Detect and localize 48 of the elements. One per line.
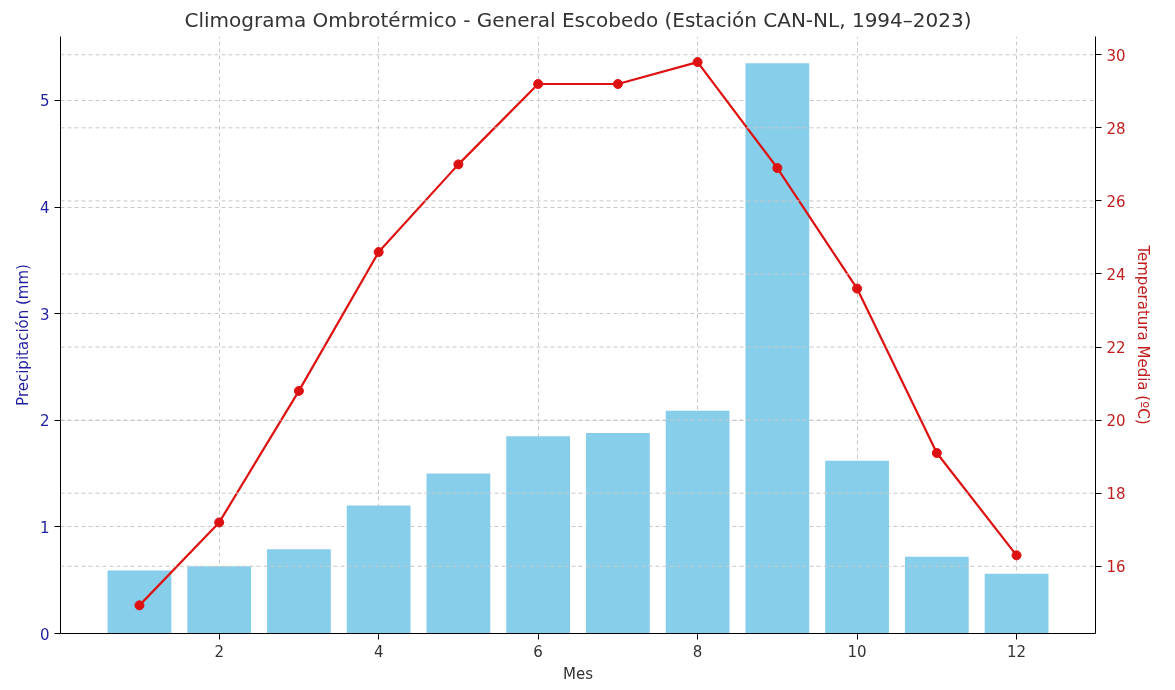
point: [931, 448, 942, 458]
bar: [585, 433, 650, 634]
point: [1011, 550, 1022, 561]
point: [134, 600, 145, 611]
y2-tick-label: 30: [1106, 46, 1126, 65]
point: [692, 57, 703, 68]
bar: [506, 436, 571, 634]
bar: [904, 556, 969, 634]
bar: [426, 473, 491, 634]
y2-axis-title: Temperatura Media (ºC): [1133, 244, 1152, 425]
point: [373, 247, 384, 258]
point: [772, 163, 783, 174]
point: [852, 283, 863, 294]
y-axis-title: Precipitación (mm): [13, 264, 32, 406]
x-tick-label: 8: [692, 642, 703, 661]
bar: [745, 63, 810, 634]
bar: [346, 505, 411, 634]
y-tick-label: 0: [39, 625, 50, 644]
x-tick-label: 6: [533, 642, 543, 661]
bar: [825, 460, 889, 634]
y2-tick-label: 20: [1106, 412, 1126, 431]
bar: [107, 570, 172, 634]
y2-tick-label: 16: [1106, 558, 1126, 577]
chart-title: Climograma Ombrotérmico - General Escobedo (Estación CAN-NL, 1994–2023): [184, 7, 972, 32]
y-tick-label: 5: [39, 92, 50, 111]
bar: [187, 566, 252, 634]
bar: [984, 573, 1049, 634]
bar: [267, 549, 331, 634]
bar: [665, 410, 730, 634]
y2-tick-label: 18: [1106, 485, 1126, 504]
x-tick-label: 12: [1007, 642, 1027, 661]
y-tick-label: 2: [39, 412, 50, 431]
x-tick-label: 2: [214, 642, 224, 661]
point: [293, 385, 304, 396]
x-tick-label: 10: [847, 642, 867, 661]
x-axis-title: Mes: [563, 664, 594, 683]
point: [533, 79, 544, 89]
y2-tick-label: 26: [1106, 192, 1126, 211]
x-tick-label: 4: [373, 642, 384, 661]
y2-tick-label: 28: [1106, 119, 1126, 138]
point: [453, 159, 464, 170]
point: [612, 79, 623, 89]
y-tick-label: 3: [39, 305, 50, 324]
y-tick-label: 4: [39, 199, 50, 218]
point: [214, 517, 225, 528]
y2-tick-label: 22: [1106, 339, 1126, 358]
y-tick-label: 1: [39, 518, 50, 537]
y2-tick-label: 24: [1106, 265, 1126, 284]
